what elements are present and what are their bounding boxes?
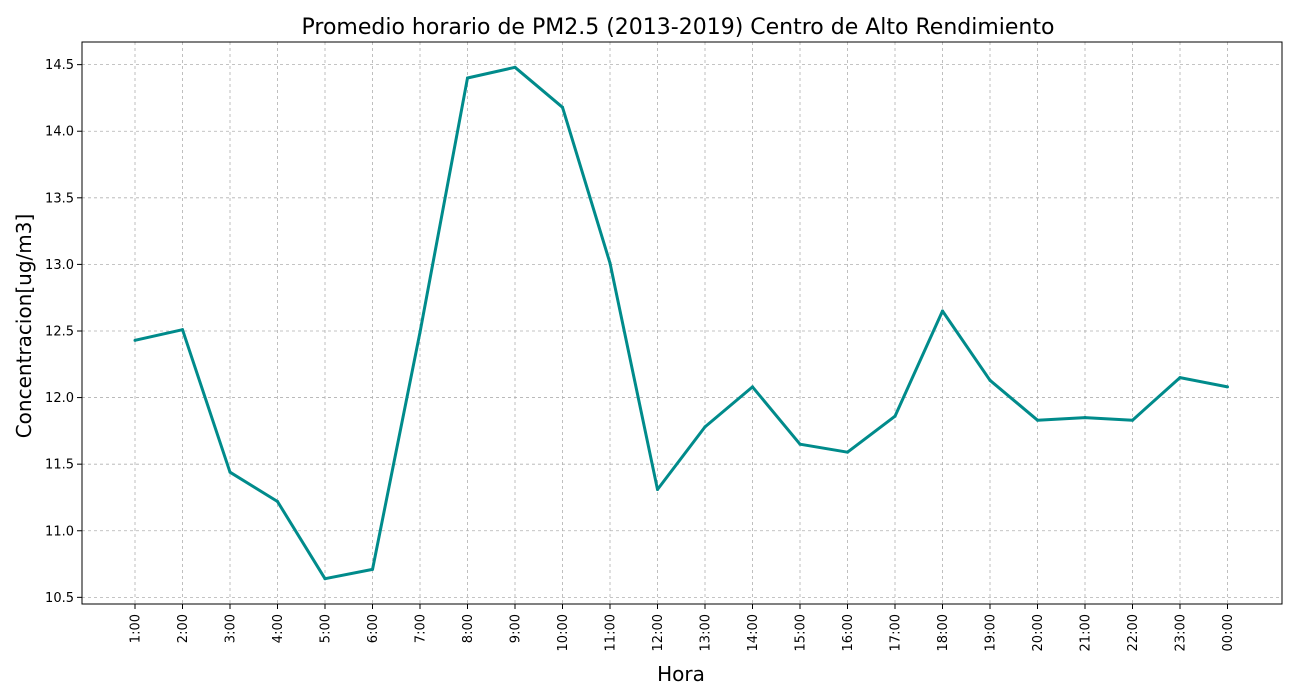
y-tick-label: 11.0: [45, 524, 74, 539]
x-tick-label: 13:00: [699, 614, 714, 651]
x-tick-label: 18:00: [936, 614, 951, 651]
data-point: [323, 577, 327, 581]
y-tick-label: 12.5: [45, 324, 74, 339]
data-point: [1036, 418, 1039, 422]
data-point: [418, 330, 422, 334]
x-tick-label: 20:00: [1031, 614, 1046, 651]
y-axis-label: Concentracion[ug/m3]: [12, 214, 36, 439]
x-tick-label: 00:00: [1221, 614, 1236, 651]
axes: 10.5 11.0 11.5 12.0 12.5 13.0 13.5 14.0 14.5 1:00…: [45, 58, 1236, 651]
x-tick-label: 21:00: [1079, 614, 1094, 651]
data-point: [798, 442, 802, 446]
x-tick-label: 10:00: [556, 614, 571, 651]
data-point: [466, 76, 469, 80]
data-point: [513, 65, 517, 69]
y-tick-label: 10.5: [45, 591, 74, 606]
data-point: [656, 487, 659, 491]
y-tick-label: 14.0: [45, 125, 74, 140]
x-tick-label: 19:00: [984, 614, 999, 651]
data-point: [276, 499, 279, 503]
x-tick-label: 3:00: [224, 614, 239, 643]
grid: [82, 42, 1282, 604]
data-points: [133, 65, 1229, 581]
data-point: [988, 378, 992, 382]
data-point: [941, 309, 944, 313]
x-tick-label: 6:00: [366, 614, 381, 643]
x-tick-label: 8:00: [461, 614, 476, 643]
x-tick-label: 2:00: [176, 614, 191, 643]
y-tick-label: 12.0: [45, 391, 74, 406]
data-point: [1178, 376, 1182, 380]
x-tick-label: 11:00: [604, 614, 619, 651]
y-tick-label: 13.0: [45, 258, 74, 273]
x-tick-label: 5:00: [319, 614, 334, 643]
x-tick-label: 12:00: [651, 614, 666, 651]
x-tick-label: 22:00: [1126, 614, 1141, 651]
x-tick-label: 15:00: [794, 614, 809, 651]
data-point: [181, 328, 184, 332]
data-point: [1131, 418, 1134, 422]
x-tick-label: 1:00: [129, 614, 144, 643]
data-point: [371, 567, 374, 571]
x-tick-label: 16:00: [841, 614, 856, 651]
y-tick-label: 13.5: [45, 191, 74, 206]
y-tick-label: 11.5: [45, 458, 74, 473]
x-tick-label: 4:00: [271, 614, 286, 643]
x-tick-label: 23:00: [1174, 614, 1189, 651]
plot-area: [81, 41, 1283, 605]
series-line-pm25: [134, 65, 1228, 581]
x-tick-label: 17:00: [889, 614, 904, 651]
data-point: [1226, 385, 1229, 389]
y-tick-label: 14.5: [45, 58, 74, 73]
x-tick-label: 14:00: [746, 614, 761, 651]
data-point: [133, 338, 137, 342]
data-point: [608, 261, 612, 265]
data-point: [893, 414, 897, 418]
data-point: [561, 105, 564, 109]
data-point: [703, 425, 707, 429]
chart-title: Promedio horario de PM2.5 (2013-2019) Ce…: [302, 15, 1055, 40]
data-point: [228, 470, 232, 474]
data-point: [1083, 416, 1087, 420]
x-tick-label: 7:00: [414, 614, 429, 643]
x-tick-label: 9:00: [509, 614, 524, 643]
data-point: [846, 450, 849, 454]
data-point: [751, 385, 754, 389]
x-axis-label: Hora: [657, 662, 705, 686]
